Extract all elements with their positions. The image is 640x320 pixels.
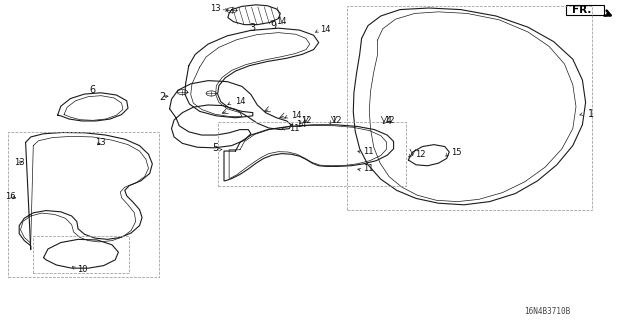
Text: 4: 4 (385, 116, 392, 126)
Text: 16N4B3710B: 16N4B3710B (524, 307, 570, 316)
Text: 3: 3 (250, 23, 256, 33)
Text: FR.: FR. (572, 5, 591, 15)
Text: 13: 13 (14, 158, 25, 167)
Text: 11: 11 (289, 124, 300, 133)
Text: 10: 10 (77, 265, 87, 274)
Text: 9: 9 (270, 20, 276, 31)
Text: 13: 13 (95, 138, 106, 147)
Text: 6: 6 (90, 85, 96, 95)
Text: 1: 1 (588, 108, 594, 119)
Text: 5: 5 (212, 143, 219, 153)
Text: 12: 12 (331, 116, 341, 125)
Text: 14: 14 (291, 111, 301, 120)
Text: 2: 2 (159, 92, 165, 102)
Text: 11: 11 (364, 147, 374, 156)
Text: 12: 12 (384, 116, 394, 125)
Text: 14: 14 (296, 120, 306, 129)
Text: 13: 13 (210, 4, 221, 13)
Bar (566, 5, 604, 15)
Text: 16: 16 (5, 192, 16, 201)
Text: 14: 14 (276, 17, 287, 26)
Text: 14: 14 (320, 25, 330, 34)
Text: 12: 12 (415, 150, 425, 159)
Text: 11: 11 (364, 164, 374, 173)
Text: 12: 12 (301, 116, 311, 125)
Text: 15: 15 (451, 148, 461, 157)
Text: 14: 14 (236, 97, 246, 106)
